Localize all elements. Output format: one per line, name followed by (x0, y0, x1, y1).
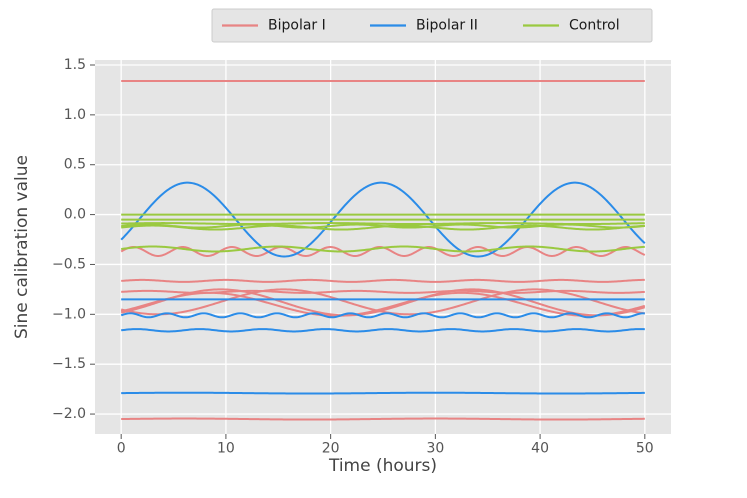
y-tick-label: −0.5 (52, 256, 86, 272)
y-tick-label: −2.0 (52, 406, 86, 422)
legend: Bipolar I Bipolar II Control (211, 8, 653, 43)
legend-label-control: Control (569, 18, 620, 34)
series-line-bipolar-ii-5 (121, 391, 645, 395)
legend-frame (211, 8, 653, 43)
x-axis: 0 10 20 30 40 50 (117, 434, 654, 457)
x-tick-label: 40 (531, 441, 549, 457)
series-line-bipolar-i-5 (120, 288, 646, 317)
x-tick-label: 0 (117, 441, 126, 457)
series-line-bipolar-i-3 (121, 278, 645, 283)
y-axis-label: Sine calibration value (12, 155, 32, 339)
y-axis: −2.0 −1.5 −1.0 −0.5 0.0 0.5 1.0 1.5 (52, 57, 95, 422)
series-line-bipolar-i-6 (120, 288, 645, 316)
x-tick-label: 10 (217, 441, 235, 457)
series-line-bipolar-ii-4 (121, 328, 645, 333)
series-line-bipolar-i-8 (121, 417, 645, 421)
y-tick-label: −1.5 (52, 356, 86, 372)
plot-lines (120, 79, 646, 421)
y-tick-label: 1.5 (64, 57, 86, 73)
y-tick-label: 0.0 (64, 207, 86, 223)
series-line-bipolar-ii-3 (120, 312, 645, 319)
series-line-bipolar-i-7 (120, 291, 646, 317)
x-axis-label: Time (hours) (328, 456, 437, 476)
legend-label-bipolar-ii: Bipolar II (416, 18, 478, 34)
y-tick-label: 1.0 (64, 107, 86, 123)
x-tick-label: 20 (322, 441, 340, 457)
x-tick-label: 30 (426, 441, 444, 457)
series-line-control-6 (121, 245, 645, 253)
legend-label-bipolar-i: Bipolar I (268, 18, 326, 34)
series-line-control-5 (121, 223, 645, 229)
series-line-bipolar-ii-1 (120, 181, 646, 258)
y-tick-label: −1.0 (52, 306, 86, 322)
x-tick-label: 50 (636, 441, 654, 457)
y-tick-label: 0.5 (64, 157, 86, 173)
